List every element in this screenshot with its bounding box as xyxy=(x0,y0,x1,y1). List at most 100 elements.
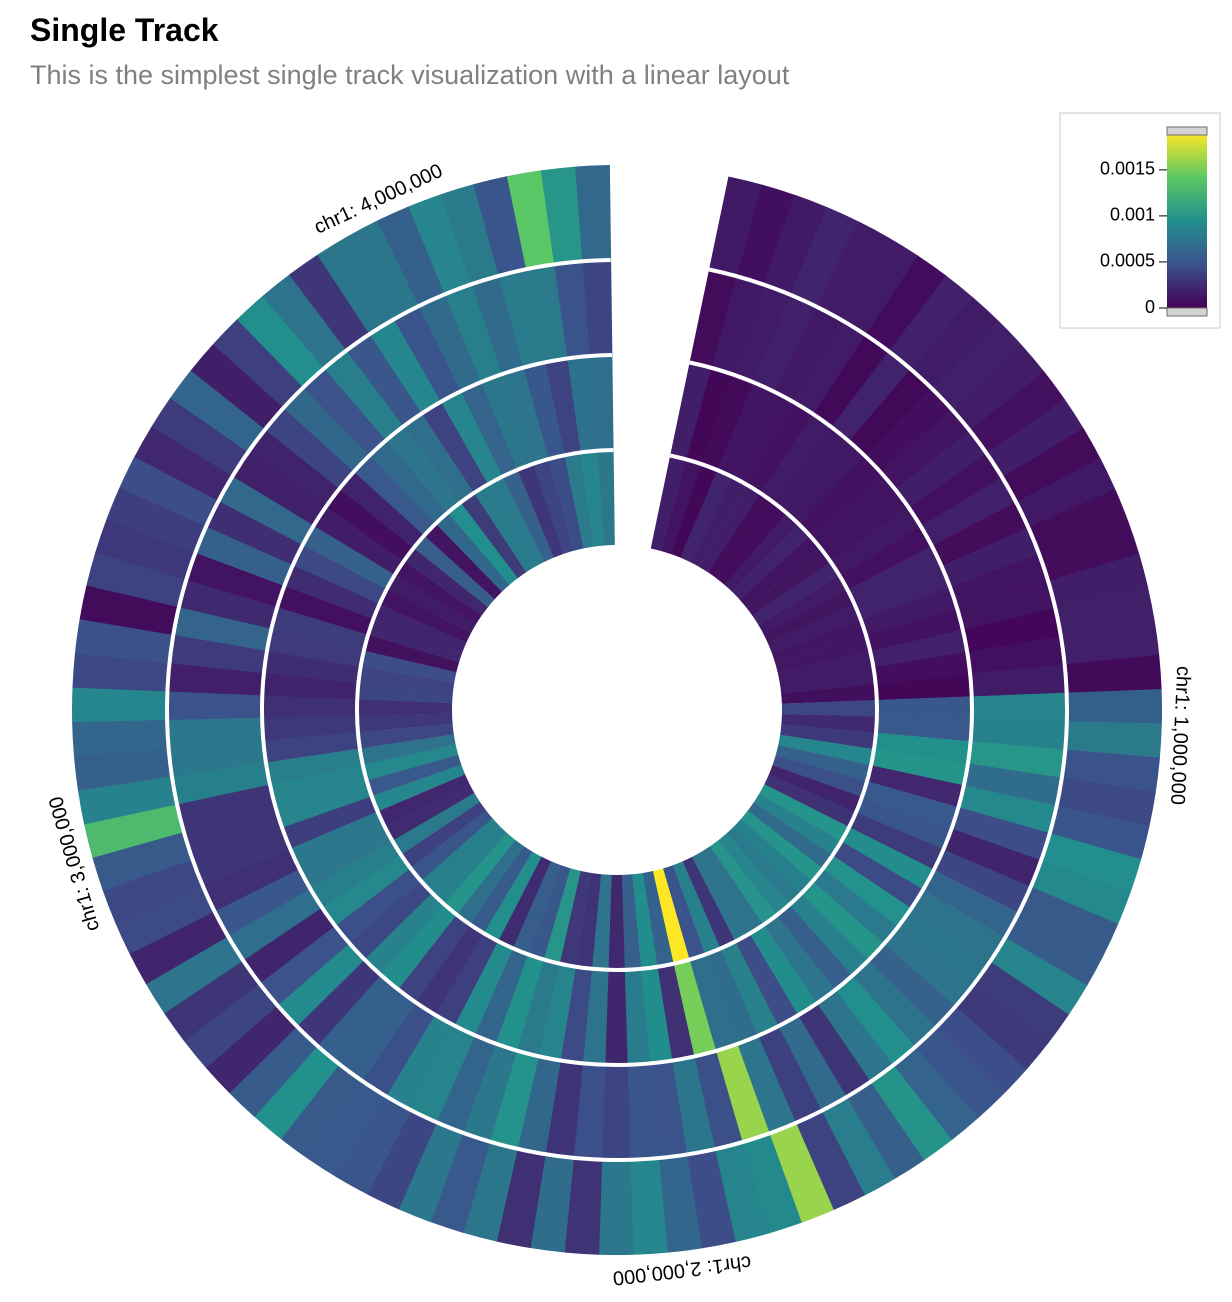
heatmap-cell xyxy=(801,881,885,961)
heatmap-cell xyxy=(711,276,765,375)
heatmap-cell xyxy=(353,455,436,536)
heatmap-cell xyxy=(720,941,779,1036)
heatmap-cell xyxy=(313,506,404,575)
heatmap-cell xyxy=(92,831,193,891)
heatmap-cell xyxy=(673,959,717,1057)
heatmap-cell xyxy=(284,564,380,620)
heatmap-cell xyxy=(753,294,817,392)
heatmap-cell xyxy=(394,560,482,625)
legend-bottom-handle[interactable] xyxy=(1166,307,1208,317)
heatmap-cell xyxy=(186,552,285,608)
heatmap-cell xyxy=(474,948,529,1044)
color-legend[interactable]: 0.0015 0.001 0.0005 0 xyxy=(1059,112,1221,329)
heatmap-cell xyxy=(774,306,842,403)
legend-tick-label: 0.0005 xyxy=(1100,251,1155,271)
heatmap-cell xyxy=(460,381,518,477)
heatmap-cell xyxy=(72,652,170,692)
heatmap-cell xyxy=(732,524,811,600)
heatmap-cell xyxy=(662,865,706,960)
heatmap-cell xyxy=(820,489,909,562)
heatmap-cell xyxy=(303,368,387,456)
heatmap-cell xyxy=(810,472,896,549)
heatmap-cell xyxy=(308,1080,387,1178)
heatmap-cell xyxy=(386,1014,455,1111)
heatmap-cell xyxy=(841,237,919,336)
heatmap-cell xyxy=(498,269,546,368)
heatmap-cell xyxy=(506,170,555,270)
heatmap-cell xyxy=(776,904,853,991)
heatmap-cell xyxy=(773,426,849,514)
heatmap-cell xyxy=(733,818,813,894)
heatmap-cell xyxy=(834,975,916,1066)
heatmap-cell xyxy=(77,776,178,825)
heatmap-cell xyxy=(545,358,581,456)
heatmap-cell xyxy=(369,319,442,414)
heatmap-cell xyxy=(758,575,848,634)
heatmap-cell xyxy=(263,731,360,763)
heatmap-cell xyxy=(1030,860,1131,925)
heatmap-cell xyxy=(277,585,374,635)
heatmap-cell xyxy=(701,846,764,934)
heatmap-cell xyxy=(739,535,821,608)
heatmap-cell xyxy=(548,455,584,551)
heatmap-cell xyxy=(357,713,453,733)
heatmap-cell xyxy=(232,452,327,526)
heatmap-cell xyxy=(854,566,951,621)
heatmap-cell xyxy=(262,695,358,718)
heatmap-cell xyxy=(888,275,974,370)
heatmap-cell xyxy=(849,812,944,871)
heatmap-cell xyxy=(694,1050,743,1150)
heatmap-cell xyxy=(290,811,385,869)
heatmap-cell xyxy=(848,369,932,457)
heatmap-cell xyxy=(545,1060,583,1158)
heatmap-cell xyxy=(397,914,470,1003)
legend-top-handle[interactable] xyxy=(1166,126,1208,136)
heatmap-cell xyxy=(183,806,283,860)
heatmap-cell xyxy=(530,1154,574,1253)
heatmap-cell xyxy=(797,1003,871,1098)
heatmap-cell xyxy=(670,362,712,460)
axis-label: chr1: 1,000,000 xyxy=(1166,666,1194,806)
heatmap-cell xyxy=(933,849,1031,913)
heatmap-cell xyxy=(575,165,612,262)
heatmap-cell xyxy=(170,370,266,453)
heatmap-cell xyxy=(310,840,402,908)
heatmap-cell xyxy=(714,1142,770,1242)
heatmap-cell xyxy=(832,841,924,909)
heatmap-cell xyxy=(883,926,974,1007)
heatmap-cell xyxy=(831,351,912,442)
chart-subtitle: This is the simplest single track visual… xyxy=(30,60,790,90)
heatmap-cell xyxy=(415,924,484,1015)
heatmap-cell xyxy=(790,207,859,307)
heatmap-cell xyxy=(487,476,545,567)
heatmap-cell xyxy=(931,320,1023,410)
heatmap-cell xyxy=(931,501,1029,567)
heatmap-cell xyxy=(430,1132,491,1233)
heatmap-cell xyxy=(376,206,446,306)
heatmap-cell xyxy=(757,1026,822,1123)
heatmap-cell xyxy=(865,255,947,352)
heatmap-cell xyxy=(469,845,533,934)
heatmap-cell xyxy=(339,989,417,1082)
heatmap-cell xyxy=(1065,721,1162,759)
heatmap-cell xyxy=(214,868,311,937)
heatmap-cell xyxy=(1066,689,1162,724)
heatmap-cell xyxy=(596,450,615,546)
heatmap-cell xyxy=(243,907,336,984)
heatmap-cell xyxy=(949,553,1049,609)
heatmap-cell xyxy=(852,960,937,1048)
heatmap-cell xyxy=(460,492,527,579)
heatmap-cell xyxy=(717,382,775,477)
heatmap-cell xyxy=(601,1064,631,1160)
heatmap-cell xyxy=(860,586,958,636)
heatmap-cell xyxy=(337,1096,412,1195)
heatmap-cell xyxy=(873,651,971,684)
heatmap-cell xyxy=(657,963,695,1061)
heatmap-cell xyxy=(262,715,358,741)
heatmap-cell xyxy=(362,744,459,781)
heatmap-cell xyxy=(1018,886,1119,956)
heatmap-cell xyxy=(749,924,818,1016)
heatmap-cell xyxy=(321,854,411,926)
heatmap-cell xyxy=(580,450,605,547)
heatmap-cell xyxy=(923,869,1019,938)
